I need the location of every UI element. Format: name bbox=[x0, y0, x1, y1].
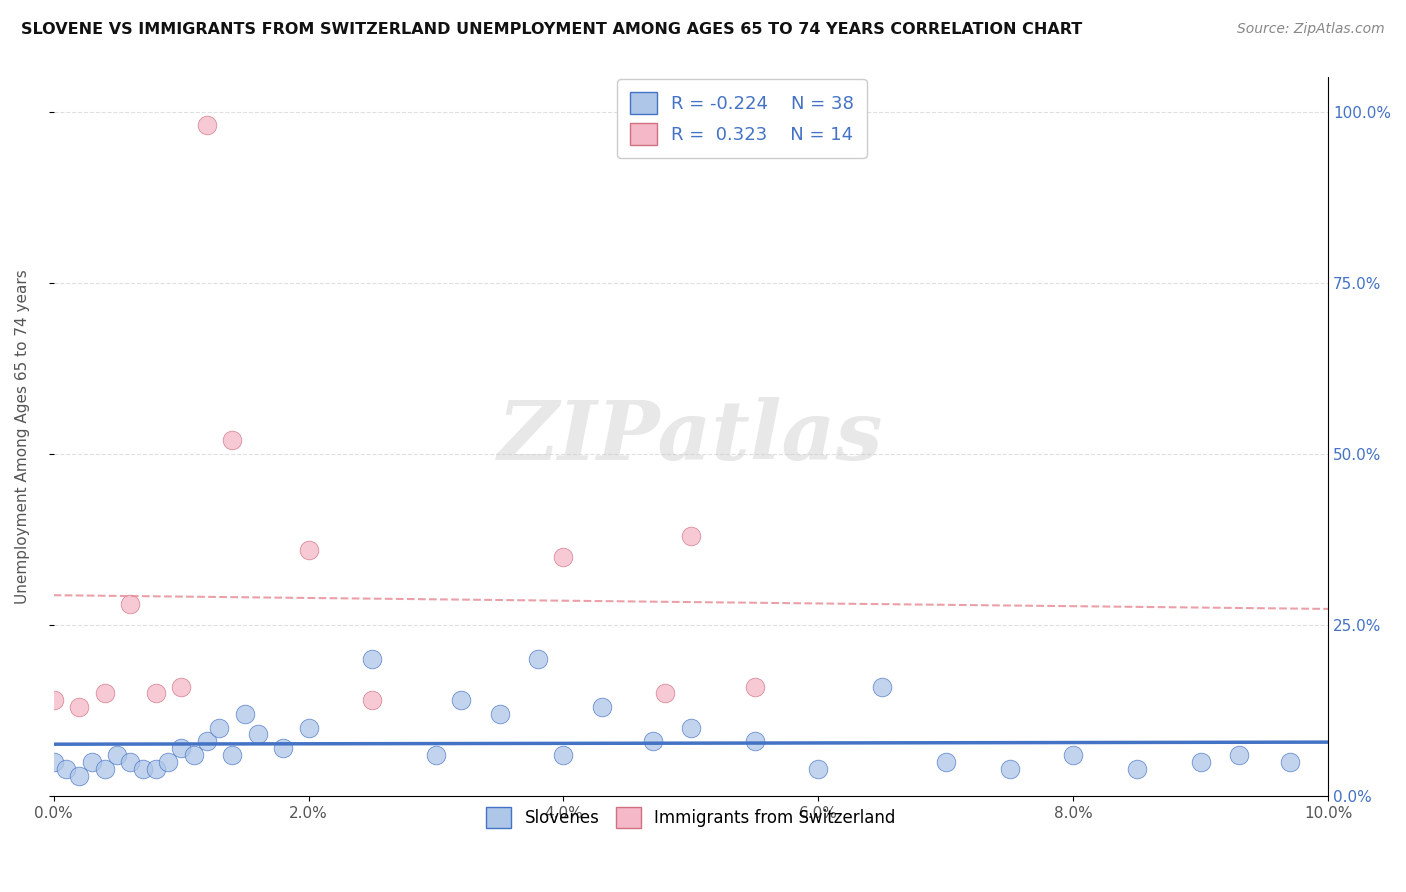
Point bbox=[361, 693, 384, 707]
Y-axis label: Unemployment Among Ages 65 to 74 years: Unemployment Among Ages 65 to 74 years bbox=[15, 269, 30, 604]
Point bbox=[157, 755, 180, 769]
Point bbox=[1278, 755, 1301, 769]
Point bbox=[132, 762, 155, 776]
Point bbox=[145, 762, 167, 776]
Point bbox=[67, 700, 90, 714]
Point bbox=[42, 693, 65, 707]
Point bbox=[170, 680, 193, 694]
Legend: Slovenes, Immigrants from Switzerland: Slovenes, Immigrants from Switzerland bbox=[479, 801, 903, 835]
Point bbox=[246, 727, 269, 741]
Point bbox=[744, 734, 766, 748]
Point bbox=[93, 686, 115, 700]
Point bbox=[42, 755, 65, 769]
Point bbox=[93, 762, 115, 776]
Point bbox=[1062, 747, 1084, 762]
Point bbox=[935, 755, 957, 769]
Point bbox=[1126, 762, 1149, 776]
Point bbox=[120, 598, 142, 612]
Point bbox=[67, 768, 90, 782]
Point bbox=[870, 680, 893, 694]
Point bbox=[679, 529, 702, 543]
Point bbox=[744, 680, 766, 694]
Text: Source: ZipAtlas.com: Source: ZipAtlas.com bbox=[1237, 22, 1385, 37]
Point bbox=[553, 549, 575, 564]
Point bbox=[233, 706, 256, 721]
Point bbox=[105, 747, 128, 762]
Point bbox=[361, 652, 384, 666]
Point bbox=[297, 721, 319, 735]
Point bbox=[55, 762, 77, 776]
Point bbox=[170, 741, 193, 756]
Point bbox=[297, 542, 319, 557]
Point bbox=[553, 747, 575, 762]
Point bbox=[591, 700, 613, 714]
Point bbox=[1227, 747, 1250, 762]
Point bbox=[488, 706, 510, 721]
Text: SLOVENE VS IMMIGRANTS FROM SWITZERLAND UNEMPLOYMENT AMONG AGES 65 TO 74 YEARS CO: SLOVENE VS IMMIGRANTS FROM SWITZERLAND U… bbox=[21, 22, 1083, 37]
Point bbox=[998, 762, 1021, 776]
Point bbox=[208, 721, 231, 735]
Point bbox=[221, 433, 243, 447]
Point bbox=[807, 762, 830, 776]
Point bbox=[120, 755, 142, 769]
Text: ZIPatlas: ZIPatlas bbox=[498, 397, 883, 476]
Point bbox=[641, 734, 664, 748]
Point bbox=[679, 721, 702, 735]
Point bbox=[183, 747, 205, 762]
Point bbox=[221, 747, 243, 762]
Point bbox=[195, 119, 218, 133]
Point bbox=[80, 755, 103, 769]
Point bbox=[527, 652, 550, 666]
Point bbox=[654, 686, 676, 700]
Point bbox=[271, 741, 294, 756]
Point bbox=[425, 747, 447, 762]
Point bbox=[1189, 755, 1212, 769]
Point bbox=[195, 734, 218, 748]
Point bbox=[450, 693, 472, 707]
Point bbox=[145, 686, 167, 700]
